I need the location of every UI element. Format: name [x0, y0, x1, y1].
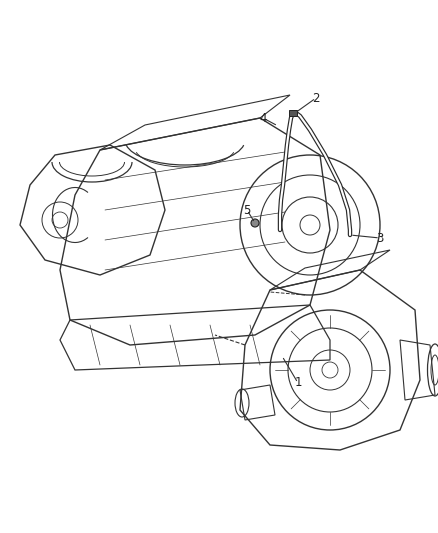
Text: 5: 5	[244, 204, 251, 216]
Text: 3: 3	[376, 231, 384, 245]
Circle shape	[251, 219, 259, 227]
Text: 4: 4	[259, 111, 267, 125]
Text: 2: 2	[312, 92, 320, 104]
Bar	[289, 110, 297, 116]
Text: 1: 1	[294, 376, 302, 390]
